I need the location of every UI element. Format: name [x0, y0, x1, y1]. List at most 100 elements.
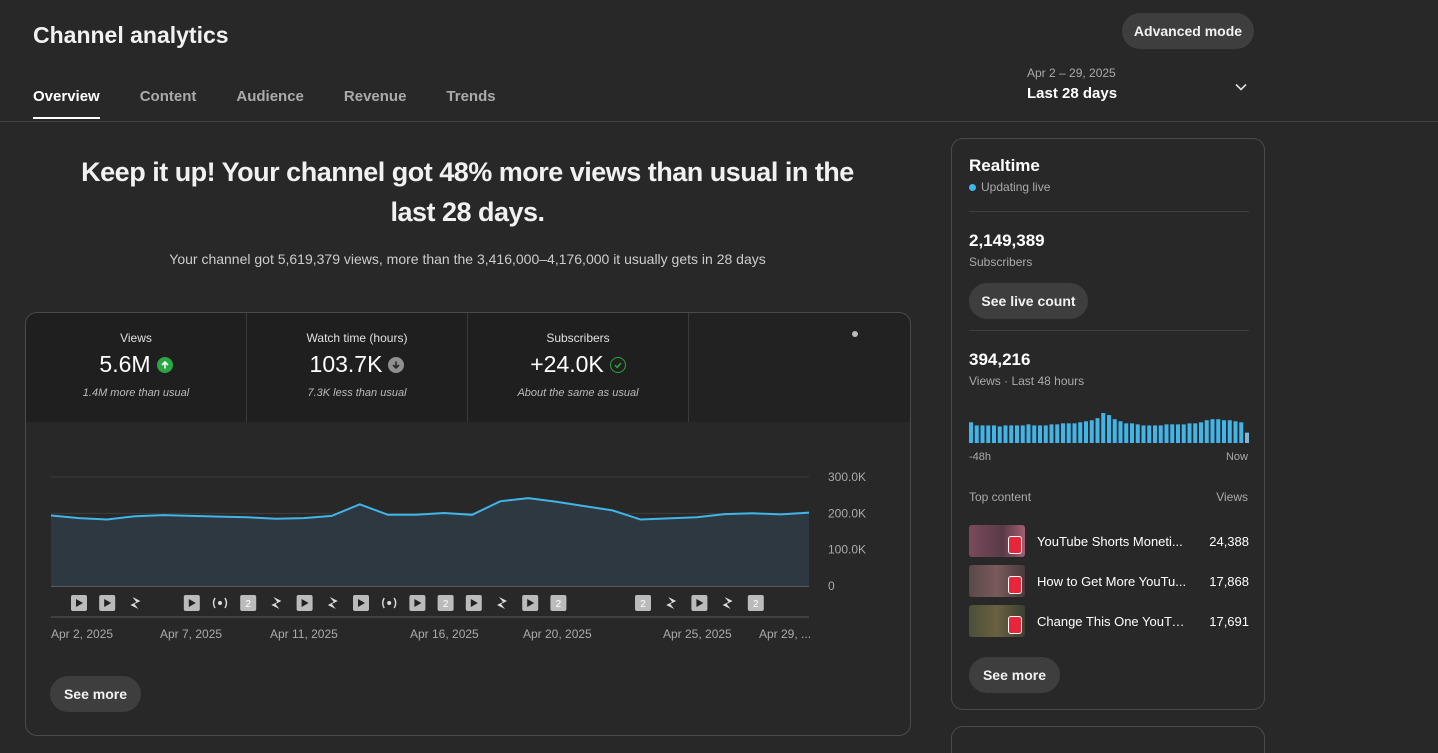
date-range-picker[interactable]: Apr 2 – 29, 2025 Last 28 days: [1027, 66, 1252, 110]
realtime-bar[interactable]: [1222, 420, 1226, 443]
realtime-bar[interactable]: [1095, 418, 1100, 443]
realtime-bar[interactable]: [1176, 424, 1180, 443]
video-marker-icon[interactable]: [71, 595, 87, 611]
top-content-row[interactable]: YouTube Shorts Moneti... 24,388: [969, 525, 1249, 557]
realtime-bar[interactable]: [1078, 422, 1083, 443]
overview-chart-card: Views 5.6M 1.4M more than usual Watch ti…: [25, 312, 911, 736]
divider: [969, 330, 1249, 331]
see-more-button[interactable]: See more: [50, 676, 141, 712]
metric-watch-time[interactable]: Watch time (hours) 103.7K 7.3K less than…: [247, 313, 468, 422]
video-marker-icon[interactable]: [409, 595, 426, 611]
check-circle-icon: [609, 356, 626, 373]
video-marker-icon[interactable]: [691, 595, 708, 611]
realtime-bar[interactable]: [1015, 425, 1019, 443]
realtime-bar[interactable]: [1193, 423, 1198, 443]
multi-marker-icon[interactable]: 2: [635, 595, 651, 611]
dot-indicator: [852, 331, 858, 337]
realtime-bar[interactable]: [1204, 420, 1209, 443]
video-marker-icon[interactable]: [465, 595, 482, 611]
date-range-text: Apr 2 – 29, 2025: [1027, 66, 1116, 80]
live-marker-icon[interactable]: [212, 597, 228, 609]
realtime-bar[interactable]: [1089, 420, 1094, 443]
realtime-bar[interactable]: [1066, 423, 1071, 443]
tab-overview[interactable]: Overview: [33, 88, 100, 119]
realtime-bar[interactable]: [1107, 415, 1111, 443]
realtime-bar[interactable]: [1101, 413, 1106, 443]
realtime-bar[interactable]: [1009, 425, 1014, 443]
realtime-bar[interactable]: [1049, 424, 1054, 443]
svg-text:2: 2: [753, 599, 759, 610]
realtime-bar[interactable]: [997, 426, 1002, 443]
realtime-bar[interactable]: [1181, 424, 1186, 443]
multi-marker-icon[interactable]: 2: [550, 595, 567, 611]
realtime-bar[interactable]: [1032, 425, 1037, 443]
short-marker-icon[interactable]: [497, 597, 507, 609]
video-thumbnail: [969, 565, 1025, 597]
tab-content[interactable]: Content: [139, 88, 197, 105]
x-tick-label: Apr 11, 2025: [270, 627, 338, 641]
realtime-bar[interactable]: [1239, 422, 1244, 443]
metric-subscribers[interactable]: Subscribers +24.0K About the same as usu…: [468, 313, 689, 422]
short-marker-icon[interactable]: [271, 597, 282, 609]
top-content-row[interactable]: How to Get More YouTu... 17,868: [969, 565, 1249, 597]
advanced-mode-button[interactable]: Advanced mode: [1122, 13, 1254, 49]
top-content-row[interactable]: Change This One YouTu... 17,691: [969, 605, 1249, 637]
realtime-bar[interactable]: [1227, 420, 1232, 443]
multi-marker-icon[interactable]: 2: [240, 595, 257, 611]
realtime-bar[interactable]: [1043, 425, 1048, 443]
video-marker-icon[interactable]: [296, 595, 313, 611]
short-marker-icon[interactable]: [722, 597, 733, 609]
realtime-bar[interactable]: [980, 425, 985, 443]
tab-audience[interactable]: Audience: [236, 88, 304, 105]
multi-marker-icon[interactable]: 2: [437, 595, 454, 611]
realtime-bar[interactable]: [1187, 423, 1192, 443]
realtime-bar[interactable]: [1020, 425, 1025, 443]
realtime-bar[interactable]: [1158, 425, 1163, 443]
realtime-bar[interactable]: [1210, 419, 1215, 443]
realtime-bar[interactable]: [969, 422, 973, 443]
realtime-bar-chart: [969, 413, 1249, 443]
realtime-bar[interactable]: [1170, 424, 1175, 443]
short-marker-icon[interactable]: [327, 597, 338, 609]
see-live-count-button[interactable]: See live count: [969, 283, 1088, 319]
realtime-bar[interactable]: [1130, 423, 1134, 443]
video-marker-icon[interactable]: [353, 595, 369, 611]
metric-label: Subscribers: [546, 331, 610, 345]
realtime-bar[interactable]: [1199, 422, 1203, 443]
realtime-bar[interactable]: [1112, 419, 1117, 443]
realtime-bar[interactable]: [1216, 419, 1221, 443]
realtime-bar[interactable]: [1153, 425, 1157, 443]
realtime-bar[interactable]: [1038, 425, 1042, 443]
short-marker-icon[interactable]: [666, 597, 677, 609]
metric-views[interactable]: Views 5.6M 1.4M more than usual: [26, 313, 247, 422]
realtime-bar[interactable]: [992, 425, 996, 443]
x-tick-label: Apr 2, 2025: [51, 627, 113, 641]
video-marker-icon[interactable]: [183, 595, 200, 611]
realtime-bar[interactable]: [1084, 421, 1088, 443]
realtime-bar[interactable]: [1135, 424, 1140, 443]
realtime-bar[interactable]: [1141, 425, 1146, 443]
realtime-bar[interactable]: [986, 425, 991, 443]
short-marker-icon[interactable]: [130, 597, 141, 609]
realtime-bar[interactable]: [1055, 424, 1060, 443]
realtime-bar[interactable]: [974, 425, 979, 443]
realtime-bar[interactable]: [1233, 421, 1238, 443]
tab-trends[interactable]: Trends: [446, 88, 496, 105]
realtime-bar[interactable]: [1164, 424, 1169, 443]
realtime-bar[interactable]: [1245, 432, 1249, 443]
see-more-top-content-button[interactable]: See more: [969, 657, 1060, 693]
realtime-bar[interactable]: [1118, 421, 1123, 443]
video-marker-icon[interactable]: [99, 595, 116, 611]
realtime-bar[interactable]: [1003, 425, 1008, 443]
realtime-bar[interactable]: [1072, 423, 1077, 443]
realtime-bar[interactable]: [1147, 425, 1152, 443]
realtime-bar[interactable]: [1124, 423, 1129, 443]
realtime-card: Realtime Updating live 2,149,389 Subscri…: [951, 138, 1265, 710]
multi-marker-icon[interactable]: 2: [747, 595, 764, 611]
realtime-bar[interactable]: [1026, 424, 1031, 443]
video-marker-icon[interactable]: [522, 595, 539, 611]
realtime-bar[interactable]: [1061, 423, 1065, 443]
live-marker-icon[interactable]: [382, 597, 397, 609]
realtime-title: Realtime: [969, 156, 1040, 175]
tab-revenue[interactable]: Revenue: [343, 88, 407, 105]
